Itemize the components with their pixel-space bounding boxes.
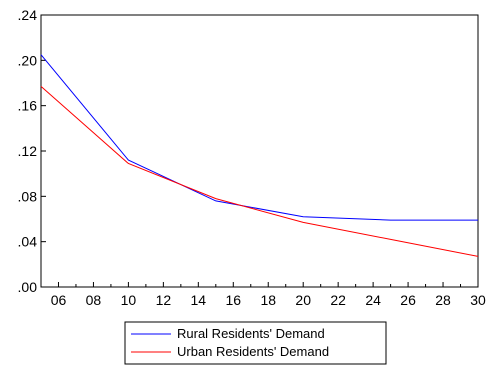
y-tick-label: .12 xyxy=(18,143,38,159)
x-tick-label: 12 xyxy=(156,292,172,308)
x-tick-label: 06 xyxy=(51,292,67,308)
series-line-rural xyxy=(40,54,478,221)
y-axis: .00 .04 .08 .12 .16 .20 .24 xyxy=(18,7,46,295)
y-tick-label: .08 xyxy=(18,188,38,204)
x-tick-label: 10 xyxy=(121,292,137,308)
x-tick-label: 24 xyxy=(365,292,381,308)
series-line-urban xyxy=(40,86,479,257)
x-tick-label: 08 xyxy=(86,292,102,308)
legend-label-urban: Urban Residents' Demand xyxy=(177,344,329,359)
legend-label-rural: Rural Residents' Demand xyxy=(177,326,325,341)
x-tick-label: 22 xyxy=(330,292,346,308)
plot-frame xyxy=(40,14,479,288)
y-tick-label: .24 xyxy=(18,7,38,23)
x-tick-label: 16 xyxy=(225,292,241,308)
x-tick-label: 26 xyxy=(400,292,416,308)
y-tick-label: .00 xyxy=(18,279,38,295)
x-tick-label: 28 xyxy=(435,292,451,308)
x-tick-label: 20 xyxy=(295,292,311,308)
legend-box xyxy=(124,321,387,365)
x-tick-label: 30 xyxy=(470,292,486,308)
y-tick-label: .04 xyxy=(18,234,38,250)
legend: Rural Residents' Demand Urban Residents'… xyxy=(124,321,387,365)
x-tick-label: 14 xyxy=(191,292,207,308)
series-group xyxy=(40,54,479,257)
y-tick-label: .20 xyxy=(18,52,38,68)
y-tick-label: .16 xyxy=(18,98,38,114)
x-axis: 06 08 10 12 14 16 18 20 22 24 26 28 30 xyxy=(51,282,486,308)
x-tick-label: 18 xyxy=(260,292,276,308)
